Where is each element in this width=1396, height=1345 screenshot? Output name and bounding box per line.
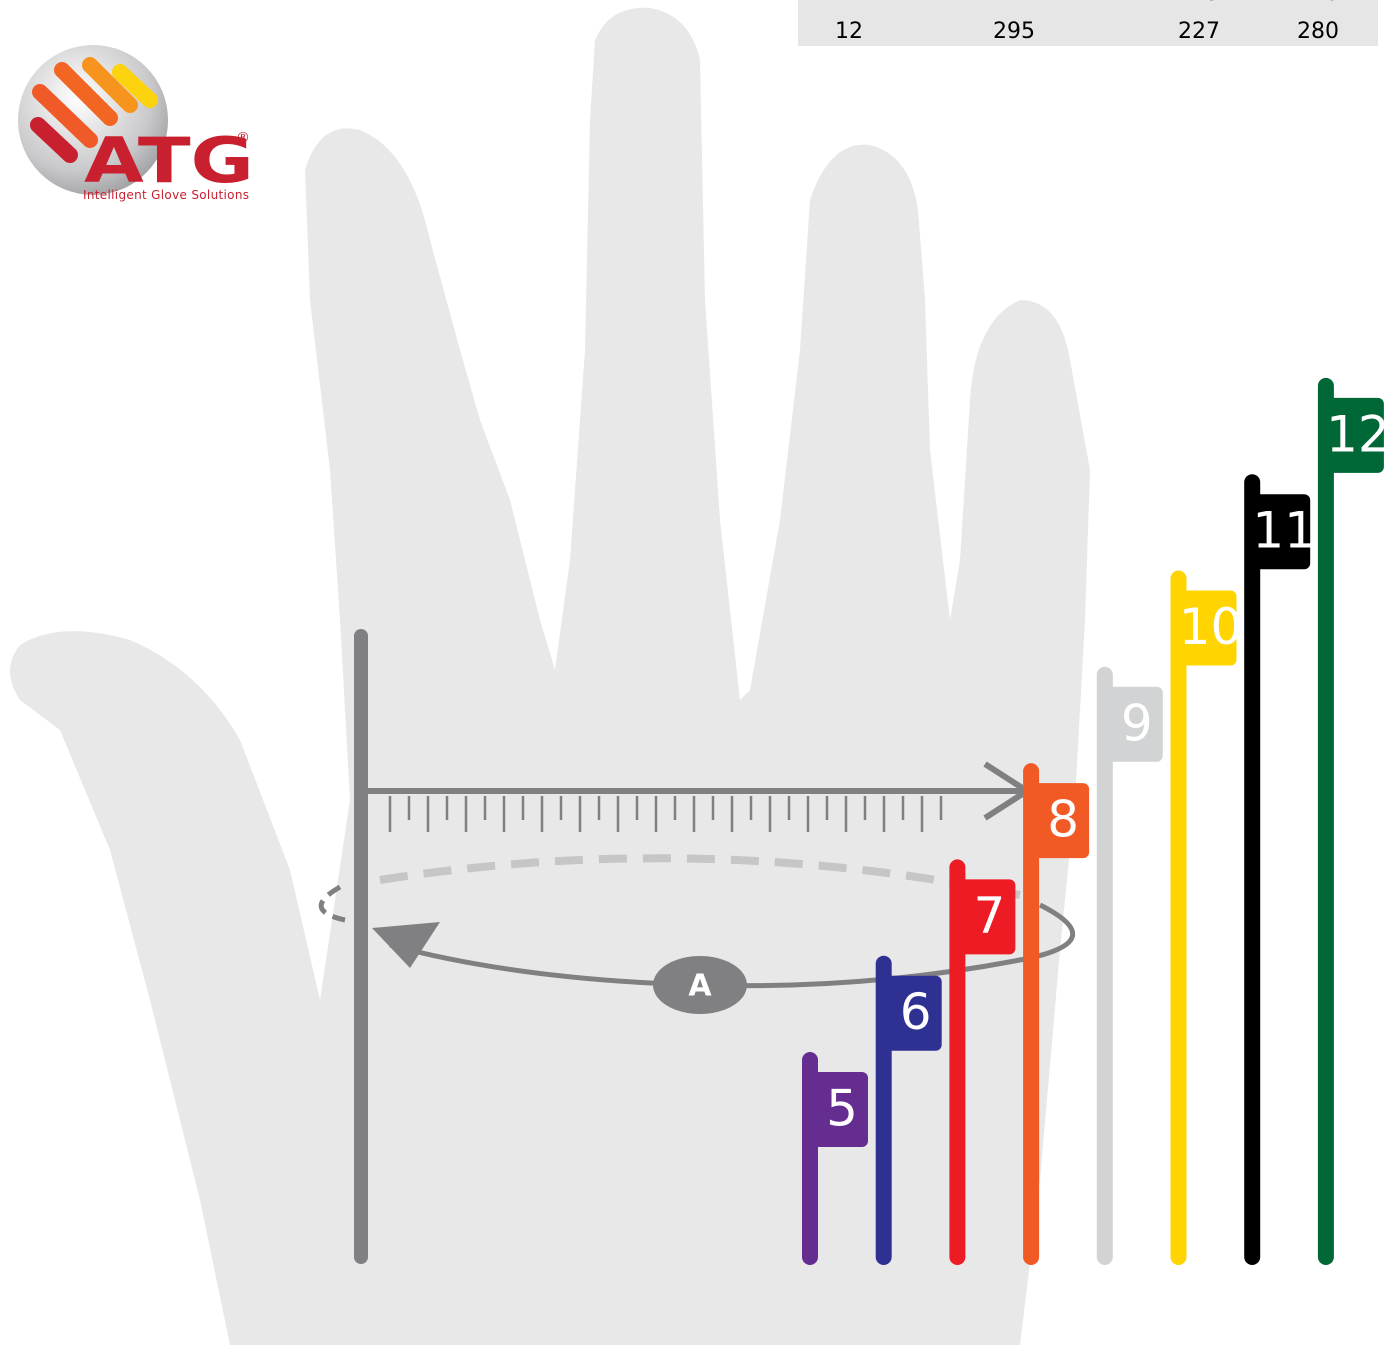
page: 11 277 219 270 12 295 227 280 ATG ® Intelligent… xyxy=(0,0,1396,1345)
table-cell: 277 xyxy=(993,0,1035,6)
table-cell: 280 xyxy=(1297,19,1339,44)
size-label: 9 xyxy=(1121,694,1153,752)
table-cell: 219 xyxy=(1178,0,1220,6)
size-label: 5 xyxy=(826,1080,858,1138)
size-label: 10 xyxy=(1179,598,1243,656)
size-label: 7 xyxy=(973,887,1005,945)
logo-brand: ATG xyxy=(84,124,254,197)
table-cell: 295 xyxy=(993,19,1035,44)
table-cell: 12 xyxy=(835,19,863,44)
size-label: 8 xyxy=(1047,791,1079,849)
hand xyxy=(10,8,1090,1345)
table-cell: 11 xyxy=(835,0,863,6)
size-label: 6 xyxy=(900,983,932,1041)
measure-label: A xyxy=(688,969,712,1004)
logo: ATG ® Intelligent Glove Solutions xyxy=(18,45,254,202)
table-cell: 227 xyxy=(1178,19,1220,44)
logo-tagline: Intelligent Glove Solutions xyxy=(83,188,249,202)
logo-mark: ® xyxy=(236,130,250,146)
table-cell: 270 xyxy=(1297,0,1339,6)
size-label: 11 xyxy=(1252,502,1316,560)
size-guide: 11 277 219 270 12 295 227 280 ATG ® Intelligent… xyxy=(0,0,1396,1345)
size-label: 12 xyxy=(1326,405,1390,463)
size-table xyxy=(798,0,1378,46)
